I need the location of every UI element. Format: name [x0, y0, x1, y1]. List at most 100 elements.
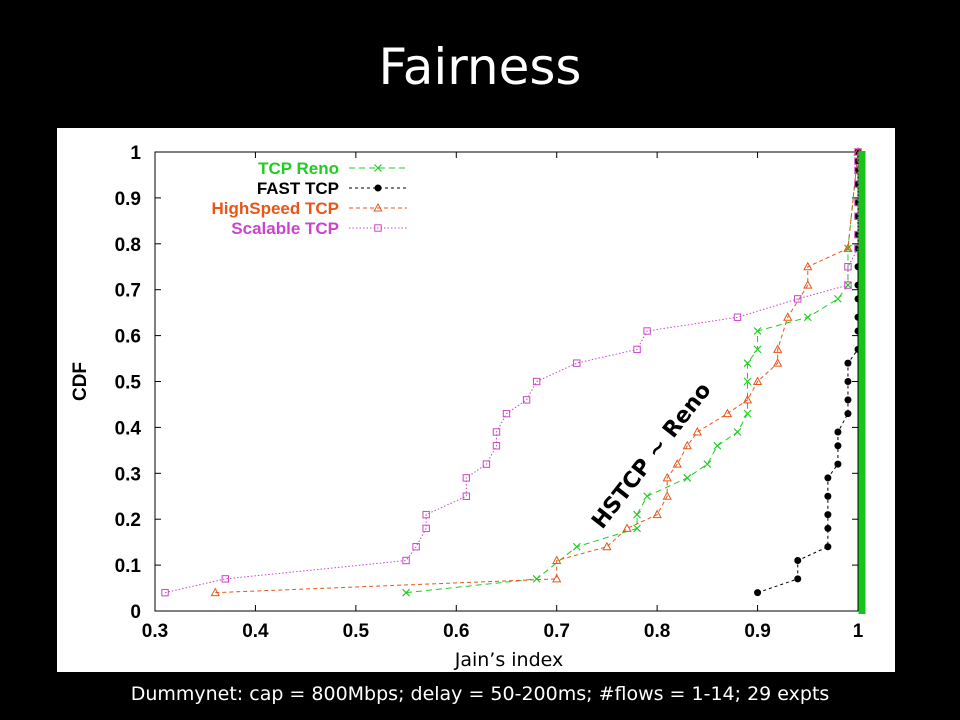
- data-point: [803, 280, 813, 289]
- data-point: [633, 345, 641, 354]
- legend-label: Scalable TCP: [231, 219, 339, 238]
- data-point: [662, 491, 672, 500]
- data-point: [602, 541, 612, 551]
- data-point: [643, 492, 652, 501]
- data-point: [773, 344, 783, 353]
- data-point: [502, 409, 511, 418]
- data-point: [794, 295, 802, 303]
- data-point: [824, 492, 832, 500]
- data-point: [532, 377, 541, 386]
- data-point: [844, 263, 852, 271]
- series-line: [164, 152, 859, 594]
- data-point: [210, 587, 220, 597]
- data-point: [743, 409, 752, 418]
- data-point: [662, 472, 672, 482]
- x-tick-label: 0.7: [544, 621, 570, 642]
- data-point: [552, 573, 562, 583]
- y-tick-label: 0: [130, 602, 141, 623]
- data-point: [652, 509, 662, 519]
- legend-marker: [374, 184, 382, 192]
- x-axis-label: Jain’s index: [454, 649, 564, 671]
- data-point: [422, 524, 430, 533]
- data-point: [794, 575, 802, 583]
- data-point: [743, 377, 752, 386]
- data-point: [703, 460, 712, 469]
- y-tick-label: 0.3: [115, 464, 141, 485]
- data-point: [754, 589, 762, 597]
- data-point: [783, 312, 793, 321]
- data-point: [572, 542, 581, 551]
- data-point: [573, 359, 581, 367]
- data-point: [692, 426, 702, 436]
- data-point: [844, 410, 852, 418]
- x-tick-label: 0.9: [744, 621, 770, 642]
- data-point: [722, 408, 733, 418]
- data-point: [633, 510, 641, 519]
- data-point: [824, 524, 832, 532]
- data-point: [733, 313, 742, 321]
- x-tick-label: 0.6: [443, 621, 469, 642]
- data-point: [834, 442, 842, 450]
- data-point: [773, 358, 783, 367]
- x-tick-label: 0.5: [343, 621, 370, 642]
- data-point: [742, 394, 753, 404]
- series-line: [215, 151, 859, 594]
- data-point: [492, 428, 501, 436]
- x-tick-label: 0.3: [142, 621, 168, 642]
- data-point: [743, 359, 752, 368]
- legend-marker: [373, 202, 383, 212]
- data-point: [752, 376, 763, 385]
- data-point: [402, 588, 410, 597]
- y-tick-label: 0.7: [115, 281, 141, 302]
- y-tick-label: 0.8: [115, 235, 141, 256]
- y-tick-label: 0.6: [115, 327, 141, 348]
- data-point: [672, 459, 682, 468]
- data-point: [682, 440, 692, 450]
- data-point: [643, 327, 651, 335]
- data-point: [622, 523, 632, 532]
- x-tick-label: 0.4: [242, 621, 269, 642]
- data-point: [402, 556, 410, 565]
- series-line: [757, 152, 859, 594]
- data-point: [833, 294, 842, 303]
- series-line: [406, 151, 859, 594]
- slide-title: Fairness: [378, 38, 582, 96]
- data-point: [803, 261, 813, 271]
- data-point: [844, 396, 852, 404]
- legend-marker: [374, 164, 382, 172]
- data-point: [803, 313, 812, 322]
- data-point: [683, 473, 692, 482]
- data-point: [482, 460, 491, 468]
- data-point: [532, 574, 541, 583]
- y-tick-label: 0.2: [115, 510, 141, 531]
- data-point: [161, 588, 169, 597]
- data-point: [794, 557, 802, 565]
- legend-label: FAST TCP: [257, 179, 339, 198]
- legend-label: TCP Reno: [258, 159, 339, 178]
- data-point: [824, 543, 832, 551]
- x-tick-label: 0.8: [644, 621, 670, 642]
- data-point: [834, 460, 842, 468]
- data-point: [844, 359, 852, 367]
- y-tick-label: 1: [130, 143, 141, 164]
- y-tick-label: 0.4: [115, 418, 142, 439]
- footer-caption: Dummynet: cap = 800Mbps; delay = 50-200m…: [130, 683, 830, 705]
- legend-label: HighSpeed TCP: [211, 199, 339, 218]
- data-point: [713, 441, 722, 450]
- data-point: [422, 510, 430, 519]
- data-point: [633, 524, 641, 533]
- y-tick-label: 0.1: [115, 556, 142, 577]
- y-axis-label: CDF: [70, 362, 91, 401]
- data-point: [552, 555, 562, 565]
- data-point: [824, 474, 832, 482]
- x-tick-label: 1: [853, 621, 864, 642]
- data-point: [221, 575, 230, 583]
- plot-panel: 0.3 0.4 0.5 0.6 0.7 0.8 0.9 1 0 0.1 0.2 0.3 0.4 0.5 0.…: [57, 128, 895, 672]
- data-point: [733, 428, 742, 436]
- data-point: [753, 327, 762, 335]
- data-point: [844, 378, 852, 385]
- legend-marker: [374, 224, 382, 232]
- data-point: [492, 442, 501, 450]
- data-point: [753, 345, 762, 354]
